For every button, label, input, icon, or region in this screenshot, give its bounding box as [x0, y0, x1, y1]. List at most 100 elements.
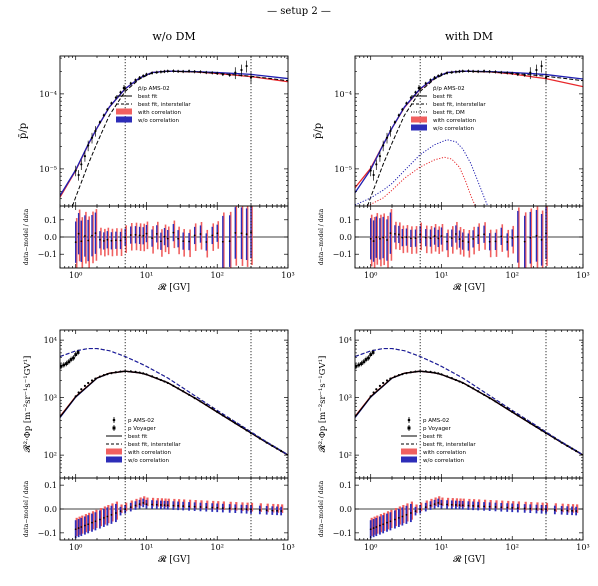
x-tick-label: 10³ [281, 543, 294, 552]
data-point [440, 73, 443, 76]
x-tick-label: 10³ [281, 271, 294, 280]
residual-point [535, 508, 538, 510]
residual-point [163, 504, 166, 507]
residual-point [84, 235, 86, 237]
data-point [74, 169, 77, 172]
residual-point [437, 237, 440, 240]
residual-point [211, 506, 214, 509]
voyager-point [362, 360, 366, 364]
legend-label: p Voyager [423, 426, 451, 432]
data-point [245, 429, 248, 432]
residual-point [138, 503, 141, 506]
data-point [177, 387, 180, 390]
residual-point [405, 236, 408, 239]
legend-swatch [401, 448, 417, 455]
y-tick-label: 10⁴ [339, 336, 352, 345]
data-point [216, 72, 219, 75]
data-point [163, 380, 166, 383]
legend-label: best fit, interstellar [138, 102, 191, 108]
residual-point [115, 239, 117, 242]
residual-point [560, 509, 563, 512]
legend-label: best fit [128, 434, 148, 440]
residual-point [115, 512, 117, 514]
data-point [199, 400, 202, 403]
legend-label: best fit, interstellar [128, 442, 181, 448]
residual-point [506, 506, 509, 509]
residual-point [414, 510, 417, 513]
data-point [372, 391, 375, 394]
residual-point [106, 515, 109, 518]
data-point [458, 70, 461, 73]
data-point [467, 69, 470, 73]
x-axis-label: 𝓡 [GV] [158, 554, 190, 565]
data-point [450, 71, 453, 74]
data-point [378, 155, 382, 158]
residual-point [540, 238, 543, 241]
residual-point [477, 505, 480, 507]
panel-p-wo-dm [59, 329, 289, 541]
data-point [461, 381, 464, 385]
data-point [234, 422, 237, 425]
residual-point [386, 521, 388, 524]
data-point [385, 136, 389, 139]
data-point [540, 429, 543, 432]
data-point [150, 375, 154, 378]
y-tick-label: −0.1 [38, 250, 57, 259]
residual-point [234, 232, 237, 234]
data-point [155, 71, 158, 74]
data-point [77, 173, 80, 177]
data-point [275, 447, 279, 450]
data-point [375, 388, 378, 391]
x-tick-label: 10⁰ [69, 543, 82, 552]
data-point [516, 73, 519, 76]
data-point [187, 70, 191, 73]
legend-label: with correlation [433, 118, 476, 124]
data-point [77, 391, 80, 394]
data-point [177, 70, 180, 73]
residual-point [87, 239, 90, 242]
legend-label: w/o correlation [423, 458, 464, 464]
voyager-point [69, 358, 73, 361]
data-point [199, 70, 202, 73]
residual-point [172, 231, 175, 234]
residual-point [506, 241, 509, 243]
series-line [355, 348, 583, 456]
residual-point [405, 513, 408, 516]
residual-point [389, 232, 392, 235]
data-point [166, 381, 169, 385]
legend-swatch [106, 448, 122, 455]
voyager-point [357, 363, 361, 367]
residual-point [151, 237, 153, 239]
residual-point [529, 236, 532, 239]
data-point [106, 373, 109, 376]
data-point [424, 82, 427, 85]
data-point [570, 447, 574, 450]
residual-plot [60, 206, 288, 268]
series-line [355, 139, 489, 206]
legend-label: p̄/p AMS-02 [138, 86, 170, 92]
residual-point [455, 233, 457, 235]
residual-point [483, 505, 485, 508]
data-point [378, 384, 382, 387]
data-point [193, 70, 196, 73]
residual-point [535, 234, 538, 237]
data-point [369, 169, 372, 172]
residual-point [182, 505, 185, 507]
legend-swatch [417, 86, 421, 90]
residual-plot [355, 496, 583, 539]
data-point [240, 425, 243, 428]
data-point [529, 422, 532, 425]
data-point [106, 108, 109, 111]
residual-point [124, 508, 127, 511]
residual-point [379, 524, 381, 527]
data-point [477, 70, 480, 73]
data-point [90, 136, 94, 139]
figure-title: — setup 2 — [267, 6, 331, 17]
residual-point [410, 237, 412, 240]
y-tick-label: 0.1 [44, 216, 57, 225]
column-title-left: w/o DM [152, 30, 196, 43]
data-point [134, 370, 137, 374]
residual-point [397, 516, 400, 519]
residual-point [188, 240, 190, 243]
data-point [516, 414, 519, 417]
